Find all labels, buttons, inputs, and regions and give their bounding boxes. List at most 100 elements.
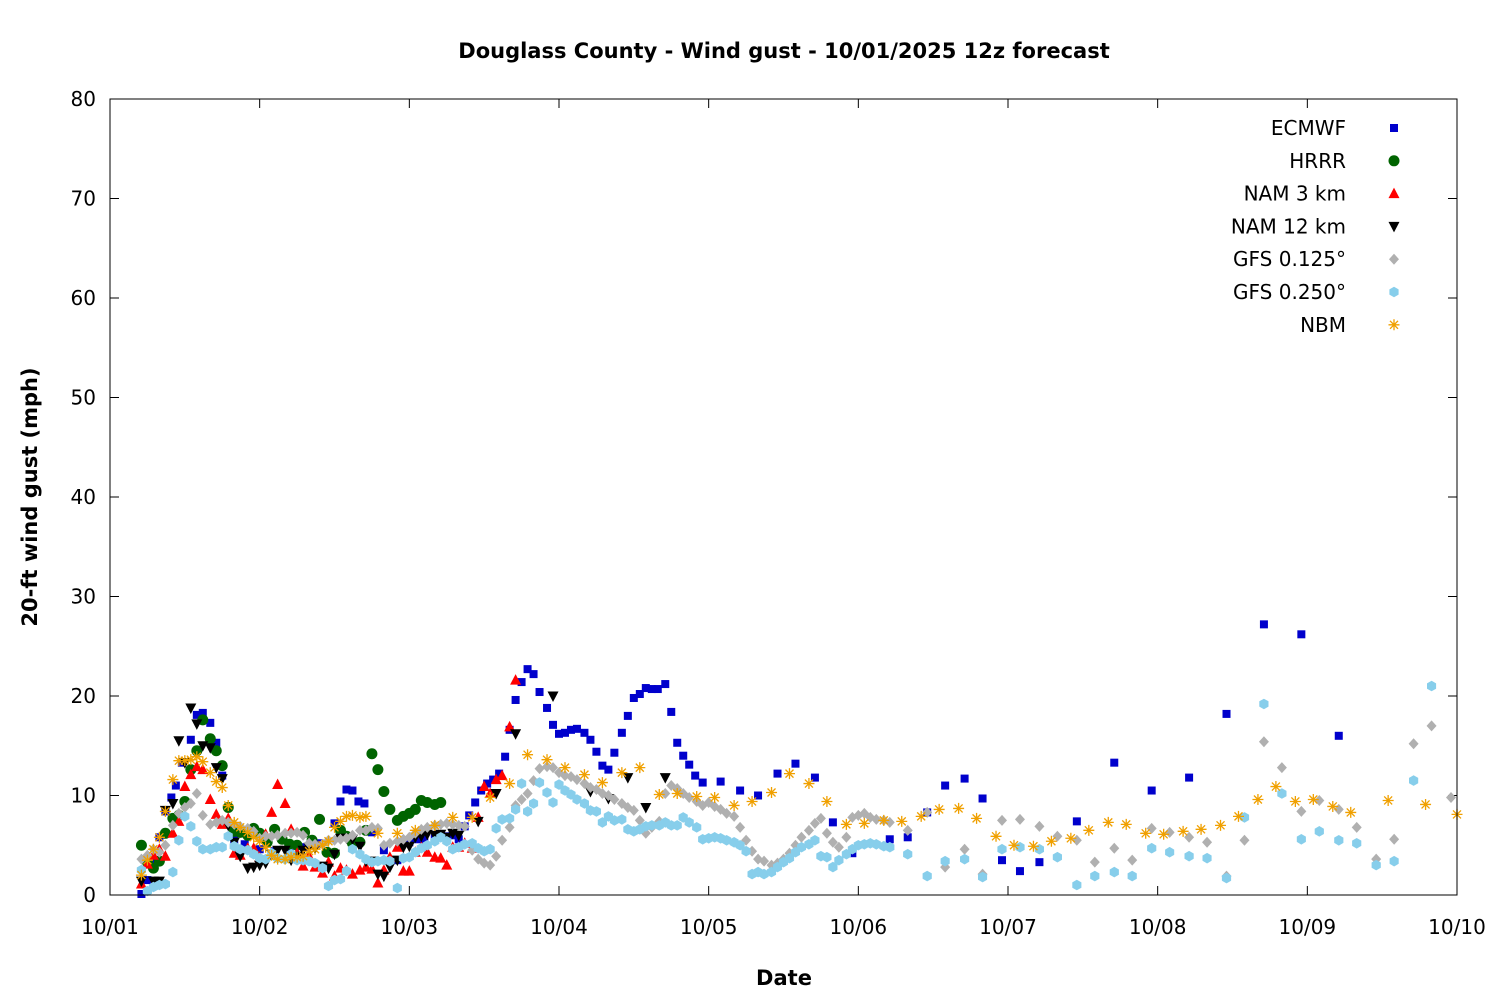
data-point xyxy=(659,773,671,784)
data-point xyxy=(210,745,222,757)
plot-border xyxy=(109,98,1458,896)
data-point xyxy=(766,787,778,799)
data-point xyxy=(1222,709,1231,718)
data-point xyxy=(384,862,396,874)
data-point xyxy=(559,770,570,782)
data-point xyxy=(491,823,501,834)
data-point xyxy=(684,817,694,828)
data-point xyxy=(135,876,147,888)
data-point xyxy=(378,786,390,798)
data-point xyxy=(535,688,544,697)
data-point xyxy=(1252,793,1264,805)
legend-label: ECMWF xyxy=(1271,116,1346,140)
data-point xyxy=(442,836,452,847)
data-point xyxy=(354,864,366,875)
x-tick-label: 10/02 xyxy=(231,915,289,939)
data-point xyxy=(421,846,433,857)
data-point xyxy=(834,854,844,866)
data-point xyxy=(153,831,165,843)
data-point xyxy=(885,835,894,844)
data-point xyxy=(504,720,516,732)
data-point xyxy=(821,827,832,839)
data-point xyxy=(922,806,933,818)
data-point xyxy=(1296,805,1307,817)
data-point xyxy=(147,843,159,855)
x-tick-label: 10/07 xyxy=(979,915,1037,939)
data-point xyxy=(671,788,683,800)
data-point xyxy=(735,840,745,851)
data-point xyxy=(210,763,222,774)
data-point xyxy=(160,878,170,890)
data-point xyxy=(1185,773,1194,782)
data-point xyxy=(341,865,352,877)
data-point xyxy=(1072,879,1082,891)
data-point xyxy=(940,855,950,867)
data-points xyxy=(135,620,1463,899)
data-point xyxy=(998,856,1007,865)
legend-label: GFS 0.250° xyxy=(1233,280,1346,304)
data-point xyxy=(266,830,277,842)
data-point xyxy=(497,834,508,846)
data-point xyxy=(960,774,969,783)
data-point xyxy=(815,812,826,824)
data-point xyxy=(329,821,340,833)
data-point xyxy=(392,882,402,894)
legend-marker xyxy=(1388,155,1400,167)
data-point xyxy=(1127,870,1137,882)
data-point xyxy=(542,787,552,798)
legend-label: NAM 3 km xyxy=(1244,182,1346,206)
data-point xyxy=(403,841,415,853)
data-point xyxy=(204,793,216,804)
data-point xyxy=(216,774,228,785)
data-point xyxy=(1371,859,1381,871)
data-point xyxy=(578,769,590,781)
data-point xyxy=(1307,793,1319,805)
data-point xyxy=(729,810,740,822)
data-point xyxy=(803,778,815,790)
data-point xyxy=(1334,731,1343,740)
data-point xyxy=(234,851,246,863)
data-point xyxy=(485,859,496,871)
data-point xyxy=(1120,818,1132,830)
data-point xyxy=(783,768,795,780)
data-point xyxy=(592,747,601,756)
x-tick-label: 10/09 xyxy=(1279,915,1337,939)
data-point xyxy=(1102,816,1114,828)
data-point xyxy=(596,777,608,789)
data-point xyxy=(191,719,203,730)
data-point xyxy=(628,804,639,816)
data-point xyxy=(511,804,521,815)
data-point xyxy=(354,824,365,836)
data-point xyxy=(149,856,158,865)
data-point xyxy=(378,871,390,883)
data-point xyxy=(990,830,1002,842)
data-point xyxy=(684,791,695,803)
data-point xyxy=(960,853,970,865)
data-point xyxy=(483,779,492,788)
data-point xyxy=(941,781,950,790)
data-point xyxy=(735,821,746,833)
data-point xyxy=(171,781,180,790)
data-point xyxy=(759,868,769,880)
data-point xyxy=(1034,820,1045,832)
data-point xyxy=(360,810,372,822)
data-point xyxy=(137,890,146,899)
data-point xyxy=(435,796,447,808)
data-point xyxy=(191,788,202,800)
data-point xyxy=(314,813,326,825)
data-point xyxy=(517,778,527,789)
data-point xyxy=(168,866,178,878)
data-point xyxy=(1221,872,1232,884)
data-point xyxy=(902,824,913,836)
data-point xyxy=(610,748,619,757)
data-point xyxy=(555,729,563,738)
data-point xyxy=(1071,834,1082,846)
data-point xyxy=(1072,817,1081,826)
data-point xyxy=(1277,788,1287,799)
data-point xyxy=(309,843,321,855)
data-point xyxy=(206,718,215,727)
data-point xyxy=(1389,855,1399,867)
data-point xyxy=(736,786,745,795)
data-point xyxy=(240,840,249,849)
data-point xyxy=(279,853,291,865)
